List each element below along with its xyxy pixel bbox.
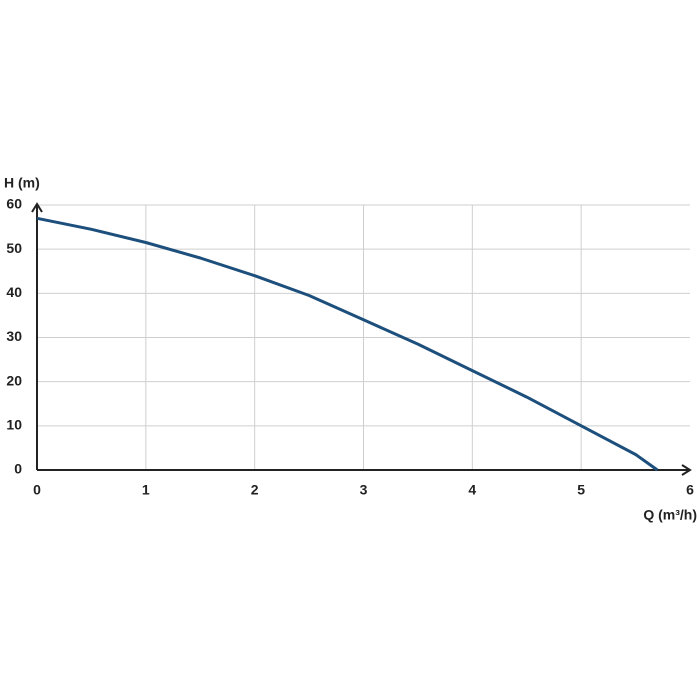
x-tick-label: 2	[251, 482, 259, 498]
y-tick-label: 40	[6, 284, 22, 300]
y-tick-label: 50	[6, 240, 22, 256]
y-tick-label: 10	[6, 417, 22, 433]
y-tick-label: 20	[6, 372, 22, 388]
x-tick-label: 3	[360, 482, 368, 498]
y-tick-label: 30	[6, 328, 22, 344]
x-tick-label: 1	[142, 482, 150, 498]
x-tick-label: 5	[577, 482, 585, 498]
x-axis	[37, 464, 692, 476]
y-tick-label: 60	[6, 196, 22, 212]
y-axis-label: H (m)	[4, 175, 40, 191]
x-tick-label: 0	[33, 482, 41, 498]
x-tick-label: 4	[468, 482, 476, 498]
y-axis	[31, 202, 43, 470]
y-tick-label: 0	[14, 461, 22, 477]
curve	[36, 216, 659, 472]
x-tick-label: 6	[686, 482, 694, 498]
x-axis-label: Q (m³/h)	[643, 507, 697, 523]
